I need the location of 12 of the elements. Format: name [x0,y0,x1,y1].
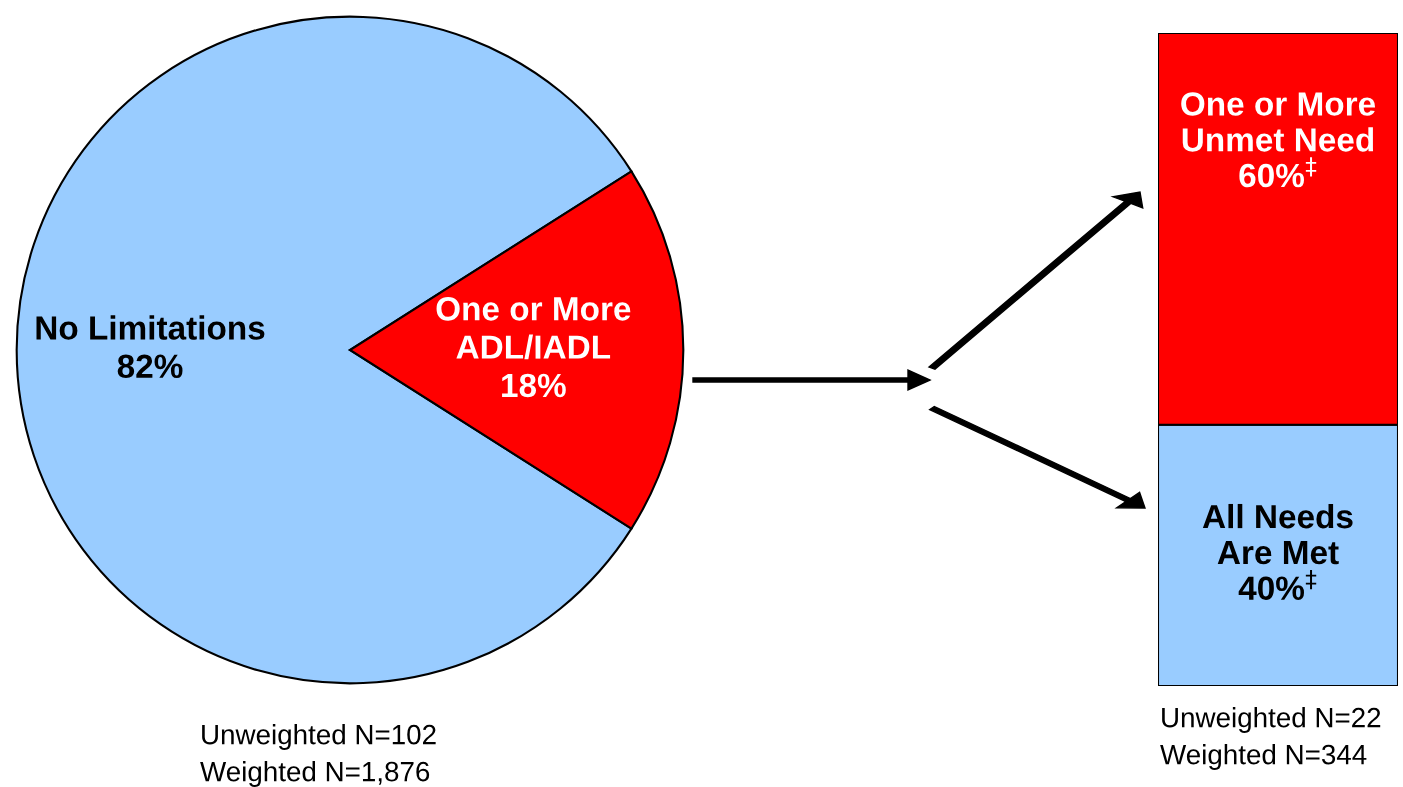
text: Weighted N=344 [1160,744,1367,770]
series-label: All Needs Are Met [1202,503,1353,565]
series-label: One or More Unmet Need [1181,92,1376,152]
data-label: 60%$^{‡}$ [1239,157,1317,188]
data-label: 40%$^{‡}$ [1238,569,1317,601]
slice-label: One or More ADL/IADL [436,297,631,360]
text: Weighted N=1,876 [200,761,430,787]
text: Unweighted N=102 [202,724,436,750]
data-label: 82% [117,354,183,379]
text: Unweighted N=22 [1162,707,1381,733]
slice-label: No Limitations [36,315,265,340]
data-label: 18% [502,373,566,398]
